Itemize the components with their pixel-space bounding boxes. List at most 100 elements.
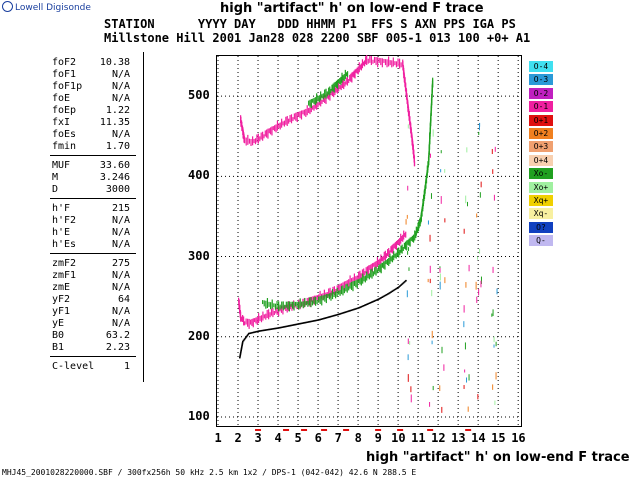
noise-echo	[441, 346, 443, 354]
echo-mark	[312, 105, 314, 110]
lowell-logo: Lowell Digisonde	[2, 1, 91, 13]
plot-frame	[216, 55, 522, 427]
noise-echo	[478, 288, 480, 296]
echo-mark	[381, 256, 383, 261]
legend-item: O-1	[529, 101, 553, 113]
param-value: 3.246	[99, 172, 130, 183]
trace-point	[249, 332, 251, 335]
echo-mark	[379, 258, 381, 266]
echo-mark	[260, 315, 263, 323]
echo-mark	[393, 243, 395, 249]
echo-mark	[375, 57, 377, 66]
echo-mark	[349, 275, 351, 286]
echo-mark	[279, 304, 281, 310]
param-value: N/A	[111, 306, 130, 317]
trace-point	[298, 323, 300, 325]
echo-mark	[363, 276, 365, 282]
trace-point	[288, 325, 290, 327]
param-row: h'F2 N/A	[52, 215, 130, 226]
echo-mark	[288, 118, 290, 124]
echo-mark	[306, 105, 308, 116]
footer-info: MHJ45_2001028220000.SBF / 300fx256h 50 k…	[2, 468, 417, 477]
echo-mark	[293, 301, 295, 311]
echo-mark	[270, 308, 273, 316]
noise-echo	[479, 248, 481, 254]
noise-echo	[441, 406, 443, 413]
echo-mark	[312, 98, 314, 103]
echo-mark	[371, 263, 374, 273]
param-row: foF1p N/A	[52, 81, 130, 92]
echo-mark	[264, 130, 266, 137]
param-name: h'F2	[52, 215, 77, 226]
echo-mark	[383, 251, 385, 260]
echo-mark	[310, 297, 312, 308]
param-name: fmin	[52, 141, 77, 152]
echo-mark	[267, 128, 269, 139]
trace-point	[295, 323, 298, 326]
echo-mark	[357, 66, 359, 75]
noise-echo	[406, 214, 408, 219]
echo-mark	[336, 287, 338, 297]
param-name: B0	[52, 330, 65, 341]
trace-point	[373, 300, 375, 302]
echo-mark	[375, 266, 377, 276]
trace-point	[326, 316, 329, 319]
trace-point	[242, 340, 244, 343]
x-tick-label: 16	[511, 431, 526, 445]
echo-mark	[239, 304, 241, 314]
noise-echo	[439, 281, 441, 290]
echo-mark	[341, 72, 343, 83]
trace-point	[259, 330, 261, 332]
param-value: 3000	[105, 184, 130, 195]
param-row: yF1 N/A	[52, 306, 130, 317]
echo-mark	[394, 61, 396, 66]
trace-point	[296, 323, 299, 325]
echo-mark	[252, 318, 254, 328]
echo-mark	[322, 93, 324, 100]
echo-mark	[371, 268, 373, 279]
trace-point	[240, 346, 243, 349]
trace-point	[269, 328, 271, 331]
trace-point	[380, 297, 382, 299]
param-row: C-level 1	[52, 361, 130, 372]
noise-echo	[465, 195, 467, 204]
y-tick-label: 100	[188, 408, 210, 423]
echo-mark	[374, 267, 376, 275]
echo-mark	[353, 273, 355, 283]
echo-mark	[370, 269, 372, 278]
echo-mark	[343, 79, 345, 90]
echo-mark	[300, 110, 303, 120]
trace-point	[276, 327, 279, 329]
param-value: 63.2	[105, 330, 130, 341]
echo-mark	[382, 255, 384, 262]
echo-mark	[319, 290, 321, 301]
echo-mark	[395, 61, 398, 68]
param-value: N/A	[111, 239, 130, 250]
echo-mark	[402, 246, 404, 251]
echo-mark	[304, 297, 306, 307]
trace-point	[369, 301, 372, 304]
echo-mark	[411, 235, 414, 242]
param-name: yF1	[52, 306, 71, 317]
echo-mark	[285, 304, 287, 311]
echo-mark	[287, 301, 289, 310]
x-tick-label: 14	[471, 431, 486, 445]
band-marker	[375, 429, 382, 431]
trace-point	[391, 290, 394, 293]
trace-point	[245, 335, 248, 338]
echo-mark	[268, 128, 270, 134]
trace-point	[239, 355, 241, 358]
band-marker	[321, 429, 328, 431]
legend-item: Xq-	[529, 208, 553, 220]
noise-echo	[430, 193, 432, 199]
param-row: zmF1 N/A	[52, 270, 130, 281]
echo-mark	[368, 265, 370, 276]
echo-mark	[421, 207, 423, 217]
echo-mark	[385, 253, 388, 259]
echo-mark	[328, 293, 331, 300]
noise-echo	[431, 340, 433, 345]
trace-point	[385, 293, 388, 296]
trace-point	[290, 324, 293, 327]
echo-mark	[401, 244, 403, 254]
echo-mark	[384, 250, 386, 261]
